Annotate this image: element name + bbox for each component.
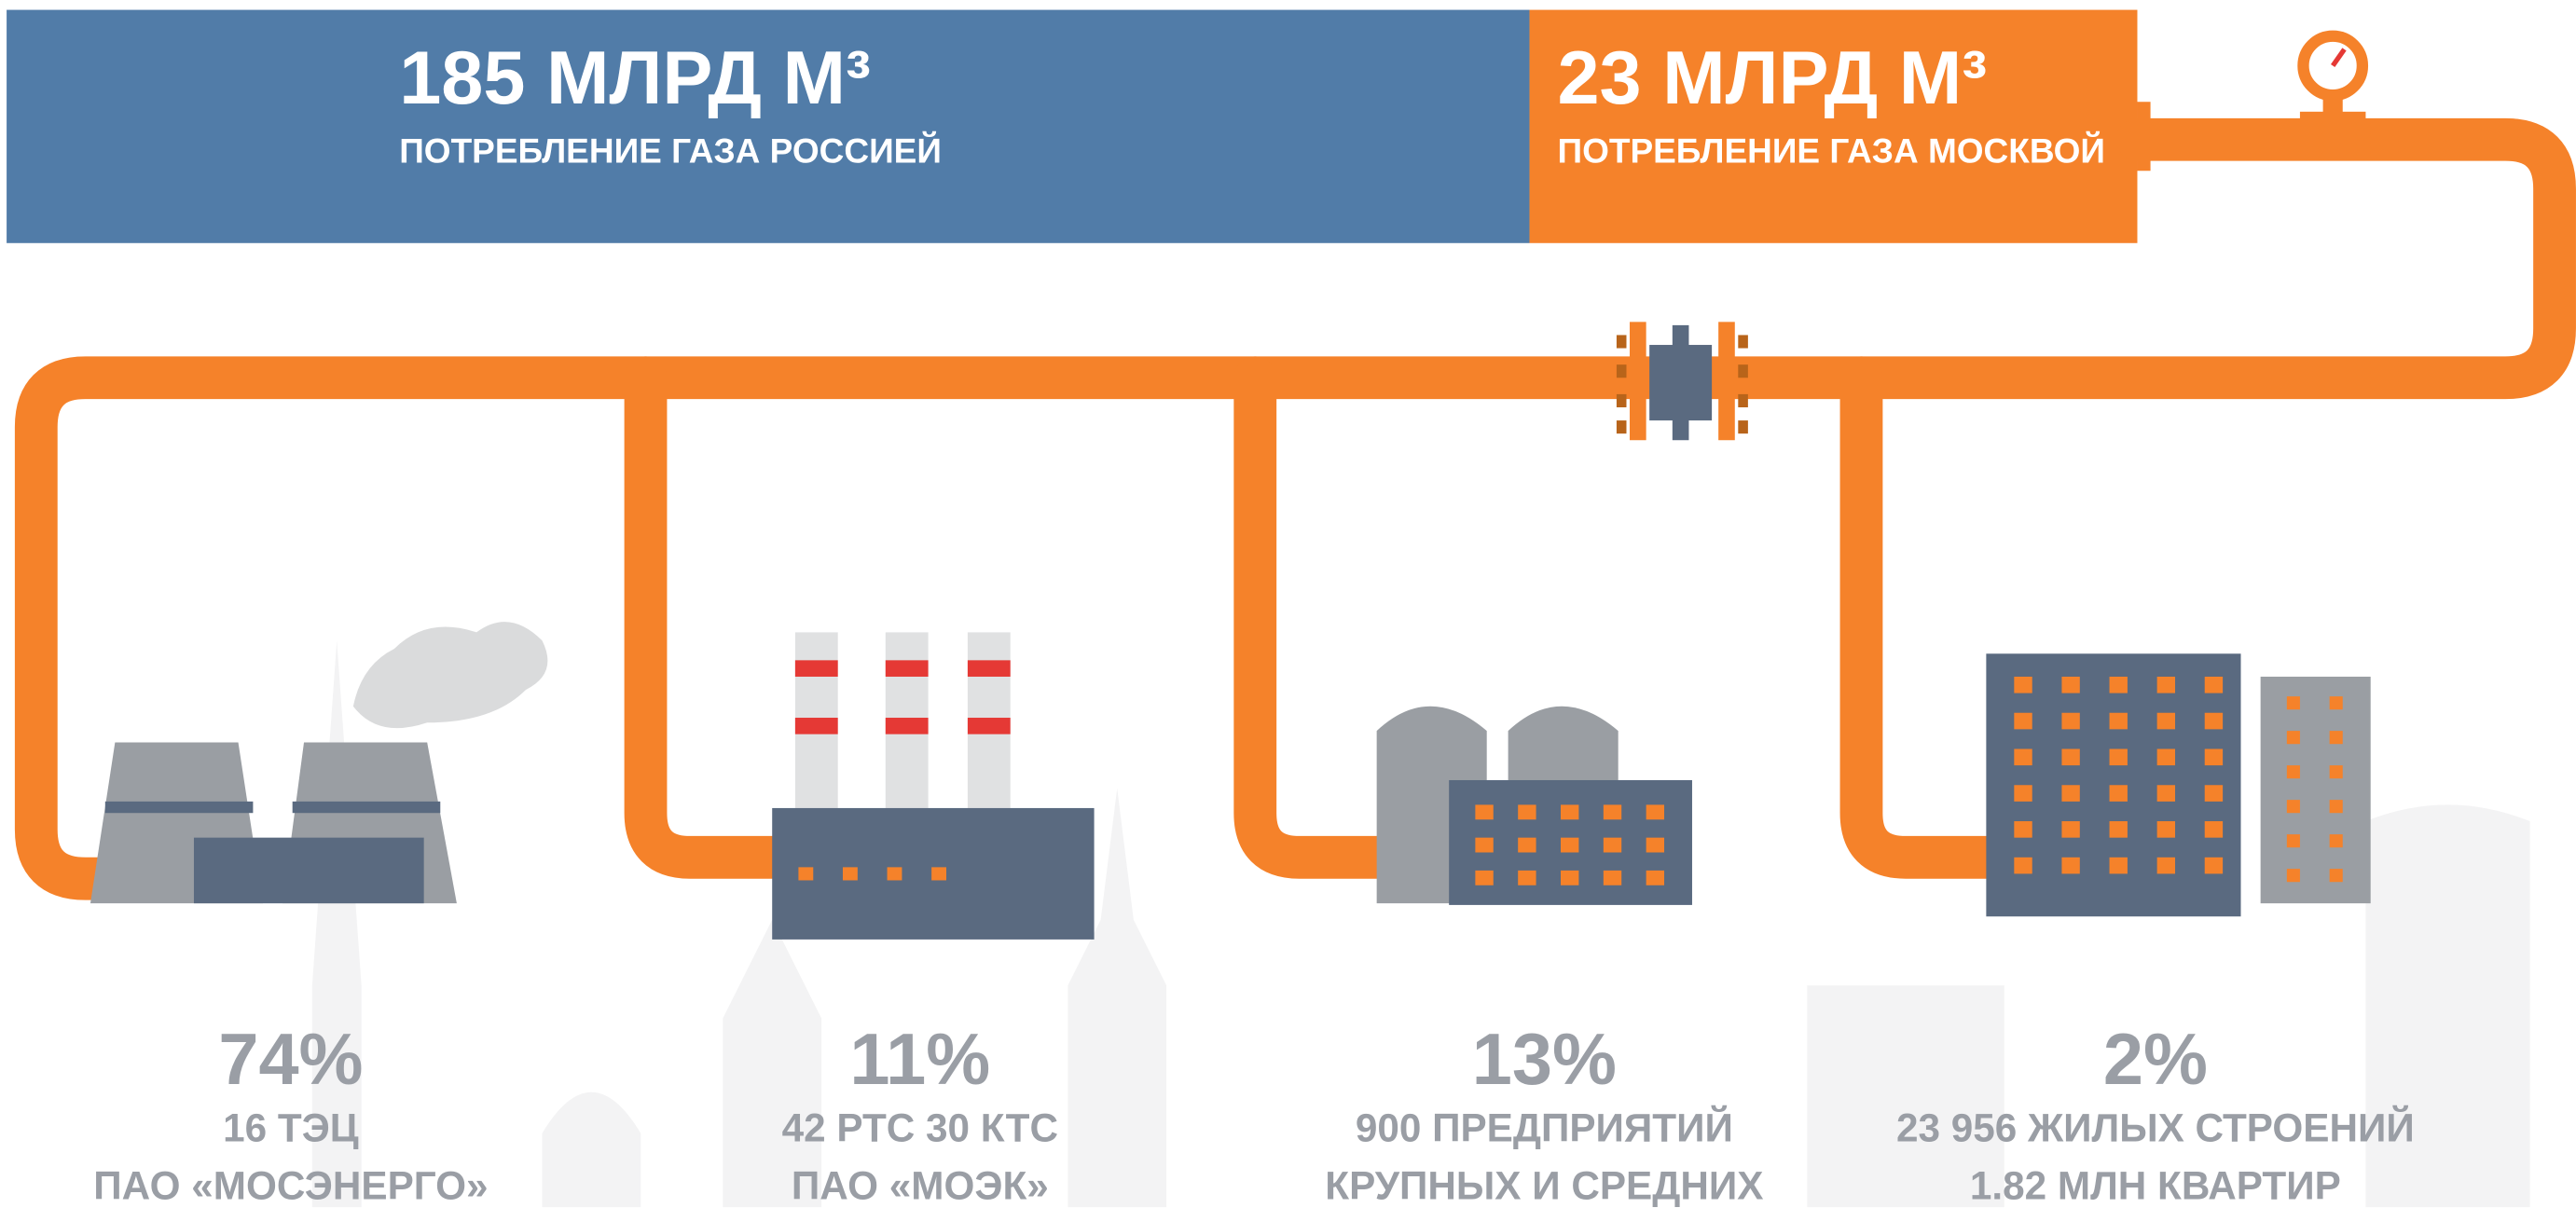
window (2330, 834, 2343, 847)
enterprise-icon (1377, 707, 1692, 905)
label-line: КРУПНЫХ И СРЕДНИХ (1325, 1163, 1763, 1207)
window (2014, 749, 2032, 766)
percent: 11% (849, 1020, 990, 1100)
label-line: 23 956 ЖИЛЫХ СТРОЕНИЙ (1896, 1105, 2415, 1150)
power-plant-icon (90, 622, 547, 903)
window (2110, 677, 2128, 693)
window (2157, 858, 2175, 874)
window (2014, 677, 2032, 693)
percent: 74% (218, 1020, 363, 1100)
label-line: 42 РТС 30 КТС (782, 1106, 1058, 1150)
window (1646, 871, 1664, 885)
window (2287, 834, 2300, 847)
window (2110, 713, 2128, 730)
label-line: ПАО «МОСЭНЕРГО» (93, 1163, 488, 1207)
moscow-amount: 23 МЛРД М³ (1557, 36, 1987, 120)
coupling (1617, 322, 1748, 440)
window (1518, 838, 1536, 853)
factory-icon (772, 632, 1094, 940)
label-line: 1.82 МЛН КВАРТИР (1970, 1163, 2341, 1207)
window (1604, 838, 1621, 853)
window (1475, 871, 1493, 885)
window (2110, 858, 2128, 874)
window (1518, 804, 1536, 819)
percent: 13% (1472, 1020, 1617, 1100)
window (1518, 871, 1536, 885)
window (2205, 749, 2223, 766)
window (2205, 858, 2223, 874)
gauge (2300, 36, 2365, 125)
residential-icon (1986, 653, 2370, 916)
window (2157, 785, 2175, 802)
window (2061, 713, 2079, 730)
window (2061, 749, 2079, 766)
window (2014, 785, 2032, 802)
window (2330, 869, 2343, 882)
window (2287, 765, 2300, 778)
window (1604, 871, 1621, 885)
window (2014, 713, 2032, 730)
window (2205, 677, 2223, 693)
window (1604, 804, 1621, 819)
window (2205, 821, 2223, 838)
window (2157, 749, 2175, 766)
window (2330, 800, 2343, 813)
label-line: ПАО «МОЭК» (792, 1163, 1049, 1207)
infographic: 185 МЛРД М³ ПОТРЕБЛЕНИЕ ГАЗА РОССИЕЙ 23 … (0, 0, 2576, 1208)
window (2330, 765, 2343, 778)
window (1561, 871, 1578, 885)
window (2061, 677, 2079, 693)
window (2287, 869, 2300, 882)
window (1646, 804, 1664, 819)
window (2287, 731, 2300, 744)
window (2330, 731, 2343, 744)
window (1561, 838, 1578, 853)
window (2061, 785, 2079, 802)
window (2157, 821, 2175, 838)
window (2061, 858, 2079, 874)
moscow-caption: ПОТРЕБЛЕНИЕ ГАЗА МОСКВОЙ (1557, 130, 2105, 170)
window (2205, 713, 2223, 730)
window (2110, 749, 2128, 766)
window (2157, 713, 2175, 730)
window (1646, 838, 1664, 853)
window (2287, 696, 2300, 709)
window (2330, 696, 2343, 709)
window (1561, 804, 1578, 819)
window (2014, 858, 2032, 874)
window (2061, 821, 2079, 838)
window (1475, 838, 1493, 853)
window (2110, 821, 2128, 838)
russia-amount: 185 МЛРД М³ (399, 36, 871, 120)
window (2014, 821, 2032, 838)
window (2157, 677, 2175, 693)
window (2110, 785, 2128, 802)
window (2205, 785, 2223, 802)
window (1475, 804, 1493, 819)
label-line: 900 ПРЕДПРИЯТИЙ (1356, 1105, 1733, 1150)
russia-caption: ПОТРЕБЛЕНИЕ ГАЗА РОССИЕЙ (399, 130, 942, 170)
label-line: 16 ТЭЦ (223, 1106, 359, 1150)
percent: 2% (2103, 1020, 2208, 1100)
window (2287, 800, 2300, 813)
